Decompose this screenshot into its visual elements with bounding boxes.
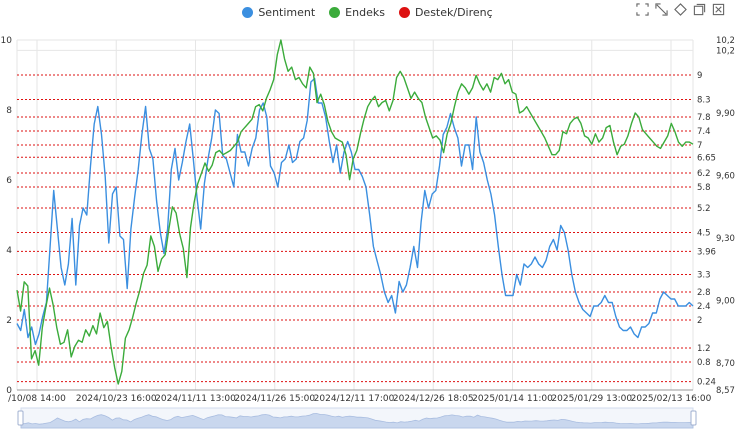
- level-label: 2.8: [697, 288, 711, 298]
- x-tick-label: 2025/01/14 11:00: [472, 394, 553, 404]
- level-label: 8.3: [697, 96, 711, 106]
- x-tick-label: 2025/02/13 16:00: [631, 394, 712, 404]
- x-tick-label: 2025/01/29 13:00: [551, 394, 632, 404]
- legend-item-destek-direnc[interactable]: Destek/Direnç: [398, 2, 493, 22]
- restore-icon[interactable]: [693, 3, 706, 16]
- toolbox: [636, 3, 725, 16]
- x-tick-label: 2024/11/11 13:00: [155, 394, 236, 404]
- level-label: 0.8: [697, 358, 711, 368]
- level-label: 2: [697, 316, 702, 326]
- zoom-reset-icon[interactable]: [655, 3, 668, 16]
- right-y-tick-label: 10,25: [716, 36, 735, 46]
- x-tick-label: 2024/11/26 15:00: [234, 394, 315, 404]
- level-label: 2.4: [697, 302, 711, 312]
- right-y-tick-label: 9,300: [716, 234, 735, 244]
- level-label: 3.96: [697, 247, 716, 257]
- zoom-handle-right[interactable]: [690, 410, 697, 426]
- legend-label-sentiment: Sentiment: [258, 5, 316, 19]
- legend: Sentiment Endeks Destek/Direnç: [0, 2, 735, 22]
- zoom-preview-area: [20, 413, 694, 429]
- right-y-tick-label: 9,000: [716, 297, 735, 307]
- legend-marker-sentiment: [242, 6, 254, 18]
- right-y-tick-label: 10,20: [716, 46, 735, 56]
- level-label: 9: [697, 71, 702, 81]
- left-y-tick-label: 0: [6, 386, 12, 396]
- legend-marker-destek-direnc: [398, 6, 410, 18]
- level-label: 7.8: [697, 113, 711, 123]
- zoom-select-icon[interactable]: [636, 3, 649, 16]
- level-label: 6.2: [697, 169, 711, 179]
- level-label: 6.65: [697, 153, 716, 163]
- x-tick-label: 2024/10/23 16:00: [76, 394, 157, 404]
- legend-item-sentiment[interactable]: Sentiment: [242, 2, 315, 22]
- level-label: 3.3: [697, 271, 711, 281]
- x-tick-label: /10/08 14:00: [8, 394, 66, 404]
- right-y-tick-label: 8,700: [716, 359, 735, 369]
- x-tick-label: 2024/12/26 18:05: [393, 394, 474, 404]
- data-view-icon[interactable]: [674, 3, 687, 16]
- left-y-tick-label: 10: [1, 36, 13, 46]
- save-image-icon[interactable]: [712, 3, 725, 16]
- legend-item-endeks[interactable]: Endeks: [329, 2, 385, 22]
- left-y-tick-label: 4: [6, 246, 12, 256]
- level-label: 7: [697, 141, 702, 151]
- level-label: 0.24: [697, 378, 716, 388]
- left-y-tick-label: 8: [6, 106, 12, 116]
- x-tick-label: 2024/12/11 17:00: [314, 394, 395, 404]
- level-label: 1.2: [697, 344, 711, 354]
- level-label: 7.4: [697, 127, 711, 137]
- zoom-handle-left[interactable]: [17, 410, 24, 426]
- left-y-tick-label: 6: [6, 176, 12, 186]
- legend-label-endeks: Endeks: [345, 5, 385, 19]
- level-label: 4.5: [697, 229, 711, 239]
- series-line-sentiment: [16, 77, 694, 346]
- right-y-tick-label: 9,900: [716, 109, 735, 119]
- legend-label-destek-direnc: Destek/Direnç: [414, 5, 493, 19]
- data-zoom-slider[interactable]: [17, 407, 697, 429]
- right-y-tick-label: 9,600: [716, 171, 735, 181]
- support-resistance-lines: 0.24 0.8 1.2 2 2.4 2.8 3.3 3.96 4.5 5.2 5.8 6.2 6.65…: [17, 71, 716, 388]
- grid: [16, 39, 694, 390]
- left-y-tick-label: 2: [6, 316, 12, 326]
- series-lines: [16, 39, 694, 385]
- legend-marker-endeks: [329, 6, 341, 18]
- right-y-tick-label: 8,571: [716, 386, 735, 396]
- level-label: 5.8: [697, 183, 711, 193]
- series-line-endeks: [16, 39, 694, 385]
- level-label: 5.2: [697, 204, 711, 214]
